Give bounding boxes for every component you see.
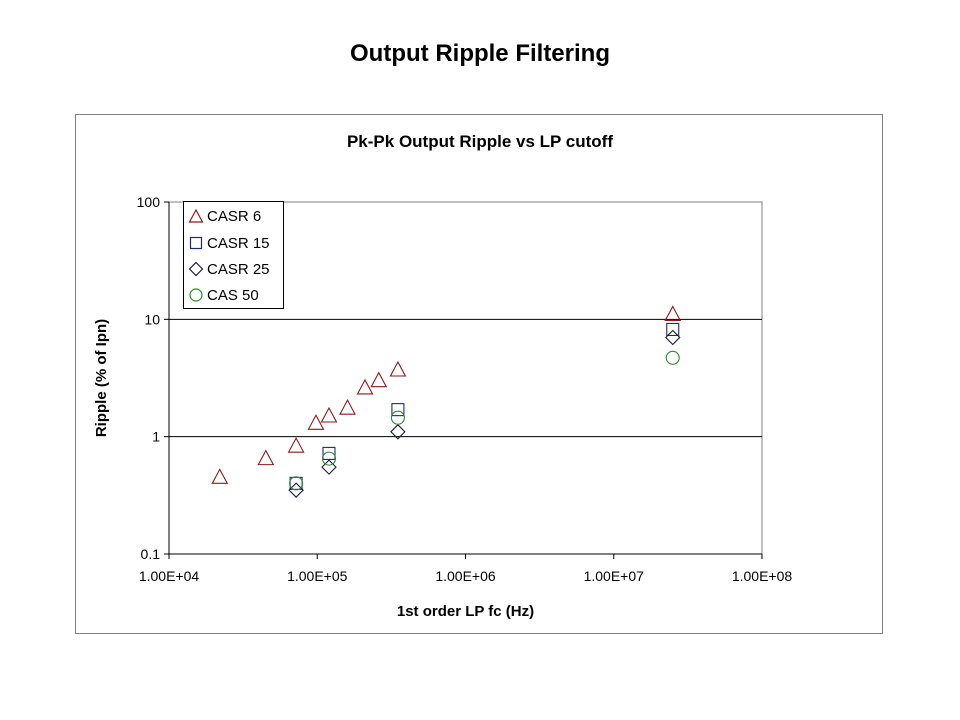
- x-tick-label: 1.00E+06: [435, 568, 496, 584]
- x-tick-label: 1.00E+04: [139, 568, 200, 584]
- data-point-square: [666, 322, 680, 336]
- chart-legend: CASR 6 CASR 15 CASR 25 CAS 50: [183, 201, 284, 309]
- data-point-circle: [321, 451, 337, 466]
- legend-label: CASR 25: [207, 260, 270, 278]
- data-point-diamond: [321, 459, 337, 475]
- legend-item-casr15: CASR 15: [188, 233, 270, 253]
- legend-label: CASR 15: [207, 234, 270, 252]
- y-tick-label: 10: [144, 311, 160, 327]
- x-axis-label: 1st order LP fc (Hz): [397, 603, 534, 620]
- scatter-chart: Pk-Pk Output Ripple vs LP cutoff 0.1 1 10 10…: [93, 132, 793, 620]
- data-point-diamond: [390, 424, 406, 440]
- data-point-circle: [665, 350, 680, 365]
- chart-title: Pk-Pk Output Ripple vs LP cutoff: [347, 132, 613, 151]
- x-tick-label: 1.00E+07: [584, 568, 645, 584]
- data-point-circle: [289, 476, 304, 491]
- data-point-circle: [390, 410, 405, 425]
- square-marker-icon: [189, 236, 203, 250]
- y-tick-label: 1: [152, 429, 160, 445]
- y-tick-label: 0.1: [141, 546, 161, 562]
- y-axis-label: Ripple (% of Ipn): [93, 319, 110, 437]
- data-point-triangle: [370, 371, 388, 388]
- circle-marker-icon: [189, 288, 203, 302]
- x-tick-label: 1.00E+08: [732, 568, 793, 584]
- data-point-triangle: [389, 360, 407, 377]
- chart-frame: Pk-Pk Output Ripple vs LP cutoff 0.1 1 10 10…: [75, 114, 883, 634]
- data-point-triangle: [339, 398, 356, 415]
- y-tick-label: 100: [137, 194, 161, 210]
- diamond-marker-icon: [188, 261, 204, 277]
- legend-label: CASR 6: [207, 207, 262, 225]
- data-point-triangle: [307, 414, 325, 430]
- legend-item-casr25: CASR 25: [188, 259, 270, 279]
- slide-title: Output Ripple Filtering: [350, 40, 610, 67]
- legend-label: CAS 50: [207, 286, 259, 304]
- data-point-triangle: [664, 305, 682, 322]
- legend-item-cas50: CAS 50: [188, 285, 259, 305]
- data-point-square: [391, 403, 405, 417]
- data-point-triangle: [320, 406, 338, 423]
- data-point-triangle: [356, 378, 374, 395]
- x-tick-label: 1.00E+05: [287, 568, 348, 584]
- legend-item-casr6: CASR 6: [188, 206, 261, 226]
- triangle-marker-icon: [188, 208, 204, 223]
- data-point-triangle: [257, 449, 275, 466]
- data-point-triangle: [287, 436, 305, 453]
- data-point-diamond: [664, 329, 681, 346]
- data-point-triangle: [211, 468, 229, 484]
